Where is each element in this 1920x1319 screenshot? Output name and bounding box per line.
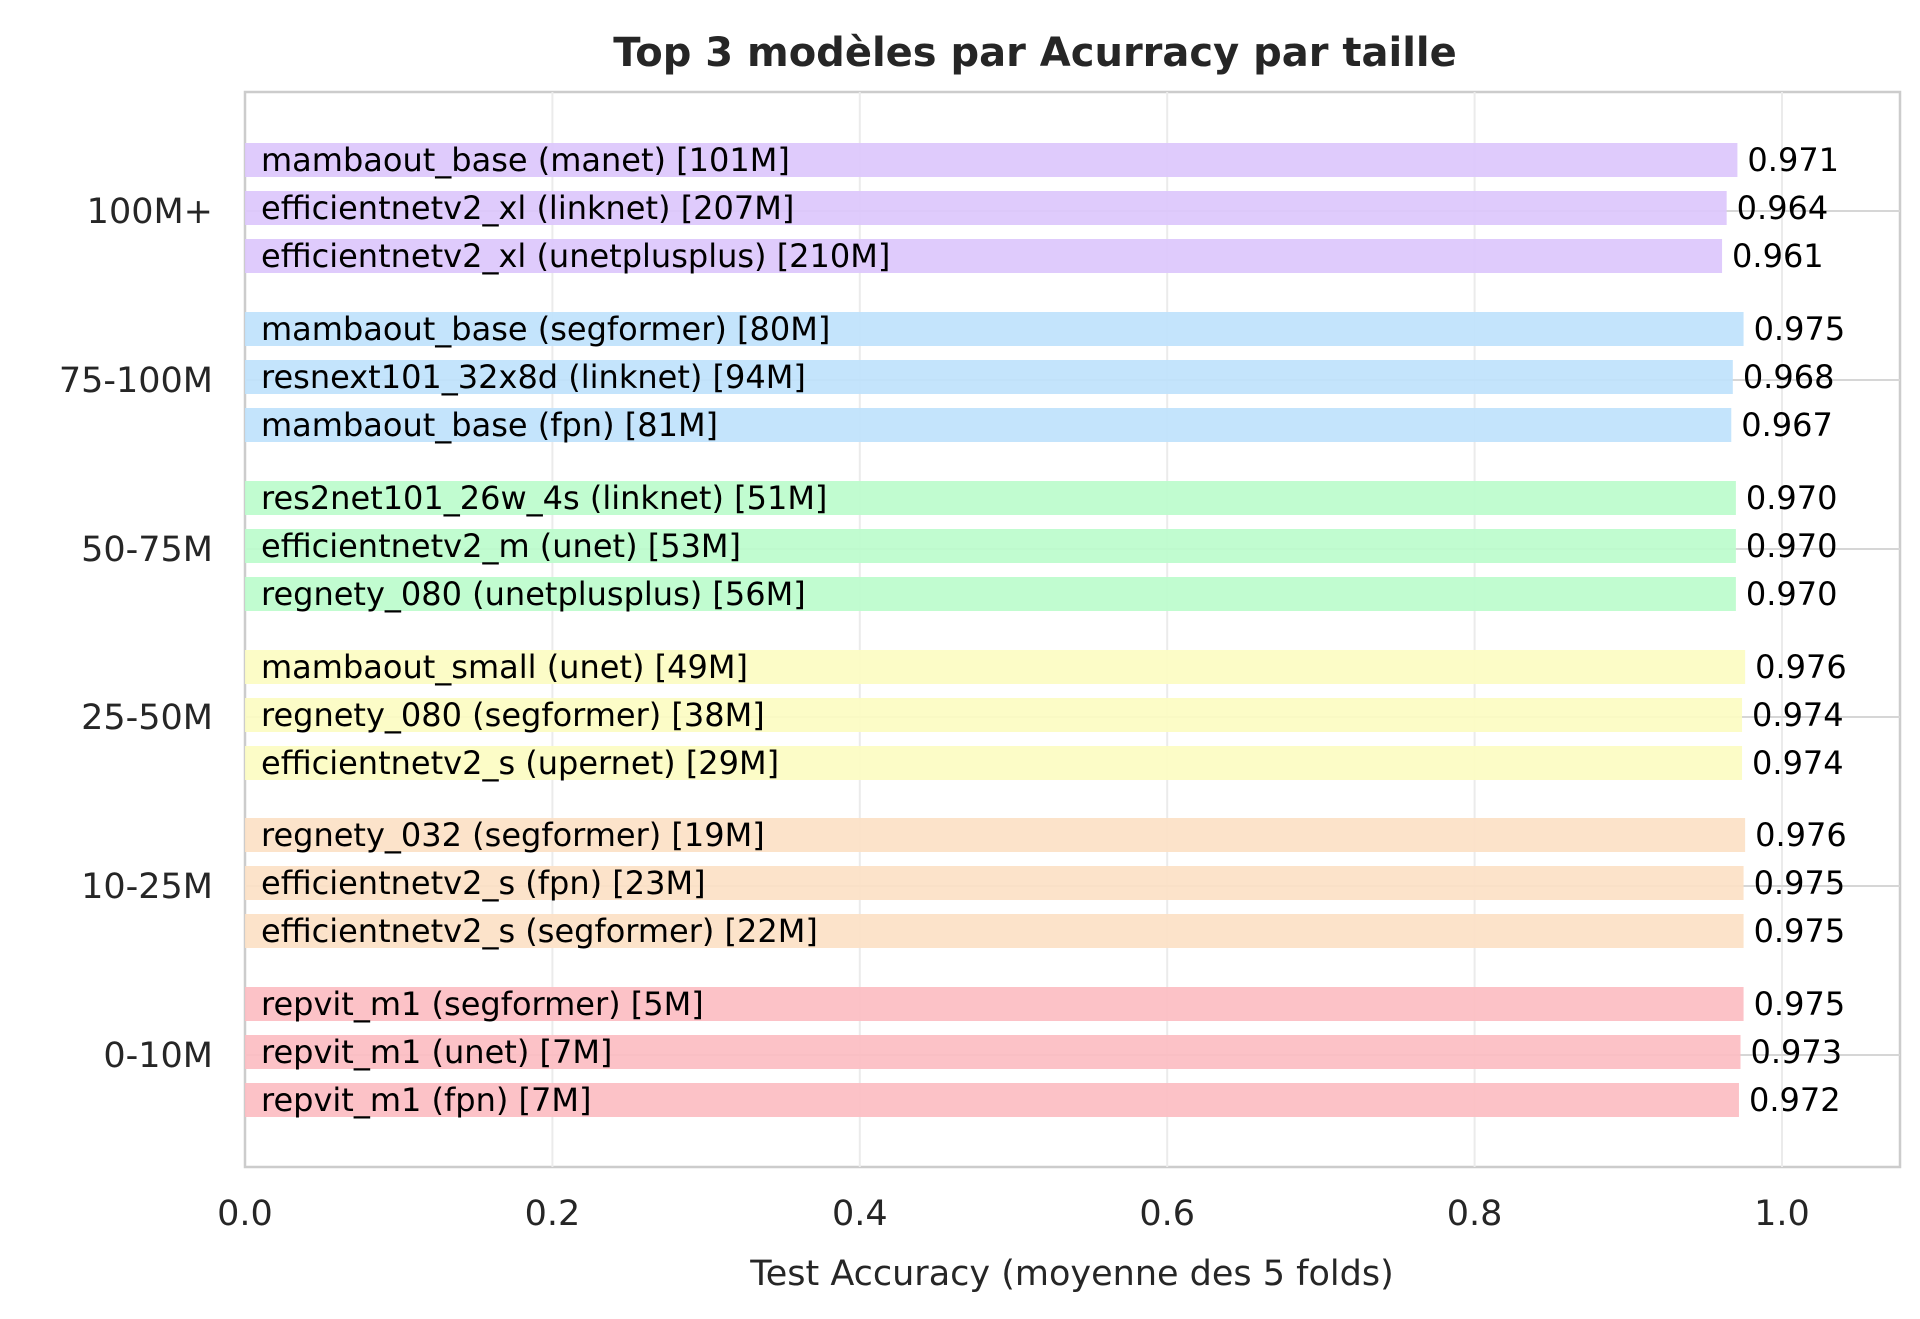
bar-value-label: 0.973: [1751, 1033, 1843, 1071]
bar: [245, 529, 1736, 563]
bar-value-label: 0.974: [1752, 696, 1844, 734]
bar-value-label: 0.972: [1749, 1081, 1841, 1119]
bar-value-label: 0.971: [1747, 141, 1839, 179]
y-tick-label: 0-10M: [103, 1036, 213, 1076]
bar-name-label: efficientnetv2_xl (linknet) [207M]: [261, 189, 794, 227]
bar-name-label: repvit_m1 (fpn) [7M]: [261, 1081, 591, 1119]
y-tick-label: 10-25M: [81, 867, 213, 907]
bars: mambaout_base (manet) [101M] 0.971 efficie…: [245, 141, 1847, 1119]
bar-name-label: mambaout_small (unet) [49M]: [261, 648, 748, 686]
bar-name-label: regnety_080 (segformer) [38M]: [261, 696, 765, 734]
x-tick-label: 0.6: [1139, 1194, 1195, 1234]
bar-name-label: efficientnetv2_s (upernet) [29M]: [261, 744, 779, 782]
bar: [245, 818, 1746, 852]
y-tick-label: 75-100M: [59, 361, 213, 401]
bar-name-label: efficientnetv2_m (unet) [53M]: [261, 527, 741, 565]
bar: [245, 1083, 1739, 1117]
bar-value-label: 0.967: [1741, 406, 1833, 444]
bar: [245, 866, 1744, 900]
y-tick-label: 50-75M: [81, 530, 213, 570]
x-tick-label: 0.2: [525, 1194, 581, 1234]
bar-value-label: 0.976: [1755, 648, 1847, 686]
bar-value-label: 0.964: [1737, 189, 1829, 227]
bar-name-label: regnety_032 (segformer) [19M]: [261, 816, 765, 854]
bar: [245, 360, 1733, 394]
bar: [245, 239, 1723, 273]
bar-value-label: 0.975: [1754, 864, 1846, 902]
bar-name-label: efficientnetv2_xl (unetplusplus) [210M]: [261, 237, 890, 275]
bar-value-label: 0.970: [1746, 575, 1838, 613]
bar-value-label: 0.970: [1746, 479, 1838, 517]
bar: [245, 650, 1746, 684]
x-axis-label: Test Accuracy (moyenne des 5 folds): [749, 1254, 1393, 1294]
bar-name-label: efficientnetv2_s (fpn) [23M]: [261, 864, 706, 902]
bar: [245, 481, 1736, 515]
bar-value-label: 0.970: [1746, 527, 1838, 565]
bar-value-label: 0.975: [1754, 912, 1846, 950]
bar: [245, 1035, 1741, 1069]
bar: [245, 914, 1744, 948]
x-tick-label: 0.8: [1447, 1194, 1503, 1234]
x-tick-label: 0.4: [832, 1194, 888, 1234]
bar-value-label: 0.961: [1732, 237, 1824, 275]
x-axis-ticks: 0.0 0.2 0.4 0.6 0.8 1.0: [217, 1194, 1810, 1234]
bar: [245, 987, 1744, 1021]
bar: [245, 191, 1727, 225]
bar-value-label: 0.975: [1754, 310, 1846, 348]
bar-name-label: res2net101_26w_4s (linknet) [51M]: [261, 479, 827, 517]
y-tick-label: 100M+: [87, 192, 213, 232]
bar-value-label: 0.968: [1743, 358, 1835, 396]
x-tick-label: 1.0: [1754, 1194, 1810, 1234]
bar-value-label: 0.975: [1754, 985, 1846, 1023]
bar-name-label: repvit_m1 (segformer) [5M]: [261, 985, 704, 1023]
x-tick-label: 0.0: [217, 1194, 273, 1234]
bar-name-label: mambaout_base (segformer) [80M]: [261, 310, 830, 348]
bar-value-label: 0.974: [1752, 744, 1844, 782]
bar-name-label: mambaout_base (fpn) [81M]: [261, 406, 718, 444]
bar: [245, 312, 1744, 346]
bar: [245, 698, 1743, 732]
bar: [245, 143, 1738, 177]
y-axis-ticks: 100M+ 75-100M 50-75M 25-50M 10-25M 0-10M: [59, 192, 213, 1076]
bar: [245, 746, 1743, 780]
bar: [245, 577, 1736, 611]
chart-title: Top 3 modèles par Acurracy par taille: [613, 30, 1457, 76]
y-tick-label: 25-50M: [81, 698, 213, 738]
bar-name-label: resnext101_32x8d (linknet) [94M]: [261, 358, 806, 396]
bar-name-label: efficientnetv2_s (segformer) [22M]: [261, 912, 818, 950]
bar: [245, 408, 1732, 442]
bar-name-label: regnety_080 (unetplusplus) [56M]: [261, 575, 806, 613]
bar-name-label: mambaout_base (manet) [101M]: [261, 141, 790, 179]
bar-value-label: 0.976: [1755, 816, 1847, 854]
bar-name-label: repvit_m1 (unet) [7M]: [261, 1033, 612, 1071]
